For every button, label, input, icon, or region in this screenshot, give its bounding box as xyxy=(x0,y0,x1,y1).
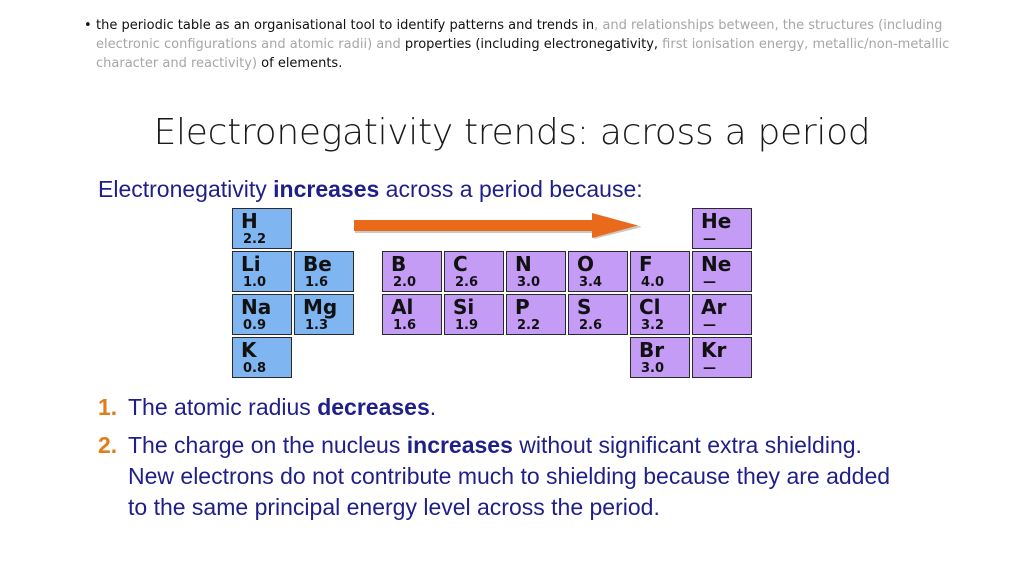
element-cell-o: O 3.4 xyxy=(568,251,628,292)
element-cell-na: Na 0.9 xyxy=(232,294,292,335)
element-symbol: Kr xyxy=(701,338,727,362)
intro-bold: increases xyxy=(273,176,380,202)
syllabus-part-2: , and relationships between, the structu… xyxy=(96,18,943,52)
reason-item: 2. The charge on the nucleus increases w… xyxy=(98,430,898,523)
reason-bold: increases xyxy=(406,432,513,458)
electronegativity-value: 2.6 xyxy=(579,318,603,333)
element-cell-kr: Kr — xyxy=(692,337,752,378)
element-cell-f: F 4.0 xyxy=(630,251,690,292)
reason-post: . xyxy=(429,394,437,420)
element-cell-s: S 2.6 xyxy=(568,294,628,335)
electronegativity-value: 1.9 xyxy=(455,318,479,333)
electronegativity-value: — xyxy=(703,361,716,376)
electronegativity-value: 3.4 xyxy=(579,275,603,290)
element-cell-be: Be 1.6 xyxy=(294,251,354,292)
syllabus-part-3: properties (including electronegativity, xyxy=(400,37,659,52)
element-symbol: He xyxy=(701,209,732,233)
element-symbol: C xyxy=(453,252,468,276)
electronegativity-value: 2.2 xyxy=(517,318,541,333)
reason-pre: The atomic radius xyxy=(128,394,311,420)
electronegativity-value: 3.0 xyxy=(517,275,541,290)
element-symbol: F xyxy=(639,252,653,276)
reason-post: without significant extra shielding. New… xyxy=(128,432,891,520)
syllabus-bullet-text: • the periodic table as an organisationa… xyxy=(84,16,956,73)
reason-bold: decreases xyxy=(317,394,430,420)
syllabus-part-5: of elements. xyxy=(257,56,343,71)
intro-sentence: Electronegativity increases across a per… xyxy=(98,176,643,203)
electronegativity-value: 2.2 xyxy=(243,232,267,247)
reason-item: 1. The atomic radius decreases. xyxy=(98,392,898,423)
element-symbol: K xyxy=(241,338,257,362)
element-cell-h: H 2.2 xyxy=(232,208,292,249)
element-symbol: N xyxy=(515,252,532,276)
electronegativity-value: 2.0 xyxy=(393,275,417,290)
element-cell-k: K 0.8 xyxy=(232,337,292,378)
element-cell-li: Li 1.0 xyxy=(232,251,292,292)
electronegativity-value: 3.2 xyxy=(641,318,665,333)
intro-pre: Electronegativity xyxy=(98,176,267,202)
element-symbol: H xyxy=(241,209,258,233)
electronegativity-value: 0.9 xyxy=(243,318,267,333)
electronegativity-value: 3.0 xyxy=(641,361,665,376)
element-cell-si: Si 1.9 xyxy=(444,294,504,335)
element-cell-p: P 2.2 xyxy=(506,294,566,335)
electronegativity-value: 2.6 xyxy=(455,275,479,290)
electronegativity-value: — xyxy=(703,232,716,247)
reason-number: 1. xyxy=(98,394,118,420)
element-symbol: Si xyxy=(453,295,475,319)
element-cell-he: He — xyxy=(692,208,752,249)
element-symbol: S xyxy=(577,295,592,319)
element-symbol: Mg xyxy=(303,295,338,319)
element-cell-al: Al 1.6 xyxy=(382,294,442,335)
element-symbol: Ne xyxy=(701,252,732,276)
reasons-list: 1. The atomic radius decreases. 2. The c… xyxy=(98,392,898,530)
element-symbol: Br xyxy=(639,338,665,362)
element-cell-c: C 2.6 xyxy=(444,251,504,292)
reason-pre: The charge on the nucleus xyxy=(128,432,401,458)
element-cell-br: Br 3.0 xyxy=(630,337,690,378)
element-symbol: Na xyxy=(241,295,272,319)
element-cell-b: B 2.0 xyxy=(382,251,442,292)
element-cell-cl: Cl 3.2 xyxy=(630,294,690,335)
element-symbol: Cl xyxy=(639,295,661,319)
element-symbol: B xyxy=(391,252,407,276)
reason-number: 2. xyxy=(98,432,118,458)
right-arrow-icon xyxy=(354,213,642,239)
intro-post: across a period because: xyxy=(385,176,643,202)
electronegativity-value: 1.6 xyxy=(305,275,329,290)
element-cell-ar: Ar — xyxy=(692,294,752,335)
electronegativity-value: — xyxy=(703,275,716,290)
syllabus-part-1: the periodic table as an organisational … xyxy=(96,18,595,33)
electronegativity-value: — xyxy=(703,318,716,333)
electronegativity-value: 1.3 xyxy=(305,318,329,333)
element-symbol: Ar xyxy=(701,295,727,319)
element-symbol: O xyxy=(577,252,595,276)
bullet-marker: • xyxy=(84,18,92,33)
element-symbol: P xyxy=(515,295,530,319)
element-symbol: Al xyxy=(391,295,414,319)
electronegativity-value: 4.0 xyxy=(641,275,665,290)
element-cell-ne: Ne — xyxy=(692,251,752,292)
element-symbol: Be xyxy=(303,252,332,276)
electronegativity-value: 0.8 xyxy=(243,361,267,376)
syllabus-part-4: first ionisation energy, metallic/non-me… xyxy=(96,37,950,71)
element-cell-n: N 3.0 xyxy=(506,251,566,292)
element-cell-mg: Mg 1.3 xyxy=(294,294,354,335)
element-symbol: Li xyxy=(241,252,261,276)
electronegativity-value: 1.0 xyxy=(243,275,267,290)
electronegativity-value: 1.6 xyxy=(393,318,417,333)
slide-title: Electronegativity trends: across a perio… xyxy=(153,112,871,153)
